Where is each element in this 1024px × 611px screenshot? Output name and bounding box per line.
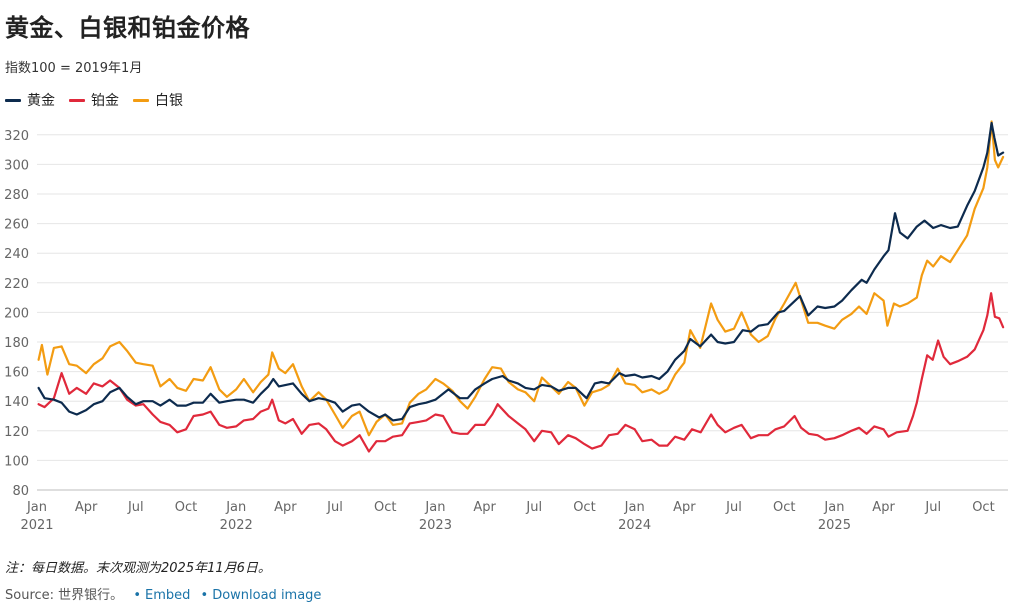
x-tick-label: Oct bbox=[374, 500, 396, 515]
legend-label-silver: 白银 bbox=[155, 93, 183, 109]
chart-note: 注：每日数据。末次观测为2025年11月6日。 bbox=[5, 561, 271, 576]
source-label: Source: 世界银行。 bbox=[5, 588, 124, 603]
x-tick-label: Oct bbox=[773, 500, 795, 515]
x-tick-label: Jan bbox=[225, 500, 246, 515]
x-tick-label: Jan bbox=[823, 500, 844, 515]
x-tick-label: Jan bbox=[26, 500, 47, 515]
x-tick-label: Jul bbox=[924, 500, 941, 515]
platinum-series-line bbox=[37, 292, 1005, 453]
x-tick-year-label: 2022 bbox=[220, 518, 253, 533]
x-tick-year-label: 2024 bbox=[618, 518, 651, 533]
y-tick-label: 160 bbox=[4, 366, 29, 381]
y-tick-label: 80 bbox=[12, 484, 29, 499]
x-tick-label: Jul bbox=[725, 500, 742, 515]
chart-subtitle: 指数100 = 2019年1月 bbox=[5, 61, 143, 76]
legend-item-gold[interactable]: 黄金 bbox=[5, 90, 55, 110]
y-tick-label: 280 bbox=[4, 188, 29, 203]
legend-swatch-silver bbox=[133, 98, 149, 102]
x-tick-label: Jan bbox=[424, 500, 445, 515]
x-tick-label: Apr bbox=[75, 500, 98, 515]
x-tick-year-label: 2021 bbox=[20, 518, 53, 533]
gold-series-line bbox=[37, 121, 1005, 422]
x-tick-label: Jul bbox=[326, 500, 343, 515]
chart-legend: 黄金 铂金 白银 bbox=[5, 90, 183, 110]
y-tick-label: 260 bbox=[4, 218, 29, 233]
y-tick-label: 240 bbox=[4, 247, 29, 262]
x-tick-label: Jul bbox=[525, 500, 542, 515]
legend-label-platinum: 铂金 bbox=[91, 93, 119, 109]
x-tick-label: Oct bbox=[573, 500, 595, 515]
legend-label-gold: 黄金 bbox=[27, 93, 55, 109]
separator-dot: • bbox=[200, 588, 209, 603]
legend-item-platinum[interactable]: 铂金 bbox=[69, 90, 119, 110]
line-chart: 80 100 120 140 160 180 200 220 240 260 280 300 320 Ja… bbox=[4, 120, 1008, 533]
y-tick-label: 220 bbox=[4, 277, 29, 292]
x-tick-label: Oct bbox=[972, 500, 994, 515]
legend-swatch-platinum bbox=[69, 98, 85, 102]
legend-item-silver[interactable]: 白银 bbox=[133, 90, 183, 110]
y-tick-label: 200 bbox=[4, 306, 29, 321]
download-image-link[interactable]: Download image bbox=[212, 588, 322, 603]
separator-dot: • bbox=[133, 588, 141, 603]
x-tick-label: Jul bbox=[127, 500, 144, 515]
embed-link[interactable]: Embed bbox=[144, 588, 191, 603]
y-tick-label: 100 bbox=[4, 454, 29, 469]
y-tick-label: 120 bbox=[4, 425, 29, 440]
chart-footer: Source: 世界银行。 • Embed • Download image bbox=[5, 584, 321, 603]
chart-title: 黄金、白银和铂金价格 bbox=[5, 14, 250, 42]
x-tick-label: Jan bbox=[624, 500, 645, 515]
y-tick-label: 140 bbox=[4, 395, 29, 410]
x-tick-year-label: 2025 bbox=[818, 518, 851, 533]
x-tick-label: Apr bbox=[473, 500, 496, 515]
y-tick-label: 180 bbox=[4, 336, 29, 351]
y-tick-label: 300 bbox=[4, 158, 29, 173]
x-tick-label: Apr bbox=[872, 500, 895, 515]
x-tick-label: Oct bbox=[175, 500, 197, 515]
x-tick-year-label: 2023 bbox=[419, 518, 452, 533]
silver-series-line bbox=[37, 120, 1005, 437]
legend-swatch-gold bbox=[5, 98, 21, 102]
x-tick-label: Apr bbox=[274, 500, 297, 515]
x-tick-label: Apr bbox=[673, 500, 696, 515]
y-tick-label: 320 bbox=[4, 129, 29, 144]
